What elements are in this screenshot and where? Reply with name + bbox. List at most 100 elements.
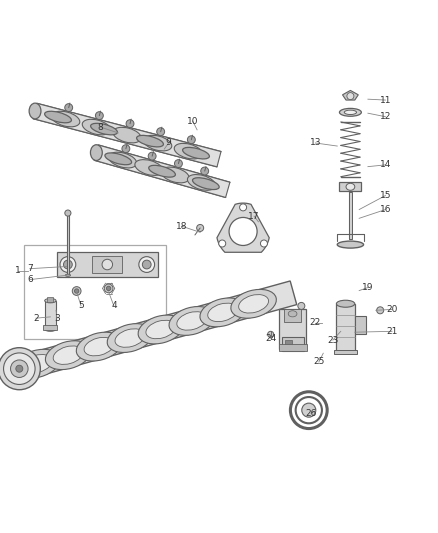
- Text: 4: 4: [111, 302, 117, 310]
- Circle shape: [0, 348, 40, 390]
- Text: 11: 11: [380, 95, 391, 104]
- Circle shape: [157, 128, 165, 135]
- Text: 7: 7: [27, 264, 33, 273]
- Bar: [279, 344, 307, 351]
- Circle shape: [4, 353, 35, 384]
- Ellipse shape: [52, 111, 80, 127]
- Circle shape: [11, 360, 28, 377]
- Ellipse shape: [113, 127, 141, 143]
- Circle shape: [64, 260, 72, 269]
- Ellipse shape: [84, 337, 114, 356]
- Bar: [57, 253, 158, 277]
- Bar: [45, 301, 56, 329]
- Text: 10: 10: [187, 117, 198, 126]
- Circle shape: [65, 210, 71, 216]
- Text: 26: 26: [305, 409, 317, 418]
- Ellipse shape: [45, 327, 56, 332]
- Bar: [282, 336, 304, 351]
- Circle shape: [60, 257, 76, 272]
- Ellipse shape: [14, 349, 60, 378]
- Bar: [349, 192, 352, 239]
- Circle shape: [197, 224, 204, 231]
- Text: 16: 16: [380, 205, 391, 214]
- Bar: [284, 310, 301, 322]
- Ellipse shape: [45, 111, 71, 123]
- Bar: [334, 350, 357, 354]
- Bar: [336, 304, 355, 352]
- Text: 15: 15: [380, 191, 391, 200]
- Text: 5: 5: [78, 302, 84, 310]
- Text: 25: 25: [313, 358, 325, 367]
- Circle shape: [95, 112, 103, 119]
- Text: 20: 20: [386, 305, 398, 314]
- Ellipse shape: [82, 119, 110, 135]
- Ellipse shape: [288, 311, 297, 317]
- Bar: [43, 325, 57, 330]
- Circle shape: [72, 287, 81, 295]
- Text: 1: 1: [14, 266, 21, 276]
- Ellipse shape: [29, 103, 41, 119]
- Circle shape: [106, 286, 111, 290]
- Bar: [279, 310, 306, 349]
- Polygon shape: [33, 103, 221, 167]
- Ellipse shape: [161, 167, 189, 183]
- Circle shape: [219, 240, 226, 247]
- Circle shape: [296, 397, 322, 423]
- Circle shape: [187, 136, 195, 144]
- Polygon shape: [217, 203, 269, 252]
- Circle shape: [102, 259, 113, 270]
- Text: 17: 17: [248, 212, 260, 221]
- Text: 6: 6: [27, 275, 33, 284]
- Ellipse shape: [174, 143, 202, 159]
- Ellipse shape: [137, 135, 163, 147]
- Ellipse shape: [46, 341, 91, 369]
- Circle shape: [104, 284, 113, 293]
- Ellipse shape: [200, 298, 245, 327]
- Ellipse shape: [149, 165, 175, 177]
- Polygon shape: [94, 145, 230, 197]
- Text: 23: 23: [327, 336, 339, 344]
- Circle shape: [261, 240, 268, 247]
- Ellipse shape: [138, 315, 184, 344]
- Ellipse shape: [183, 148, 209, 159]
- Ellipse shape: [193, 177, 219, 190]
- Ellipse shape: [344, 110, 357, 115]
- Ellipse shape: [53, 346, 83, 365]
- Text: 9: 9: [166, 139, 172, 148]
- Polygon shape: [343, 91, 358, 100]
- Text: 13: 13: [310, 139, 321, 148]
- Polygon shape: [6, 281, 297, 383]
- Circle shape: [65, 103, 73, 111]
- Circle shape: [139, 257, 155, 272]
- Ellipse shape: [187, 174, 215, 190]
- Ellipse shape: [76, 332, 122, 361]
- Circle shape: [201, 167, 208, 175]
- Ellipse shape: [91, 123, 117, 135]
- Circle shape: [377, 307, 384, 314]
- Circle shape: [240, 204, 247, 211]
- Ellipse shape: [337, 241, 364, 248]
- Circle shape: [174, 160, 182, 167]
- Circle shape: [148, 152, 156, 160]
- Text: 2: 2: [33, 314, 39, 322]
- Ellipse shape: [336, 300, 355, 307]
- Bar: [285, 340, 292, 347]
- Ellipse shape: [109, 152, 137, 168]
- Bar: [92, 256, 123, 273]
- Ellipse shape: [45, 298, 56, 303]
- Text: 12: 12: [380, 112, 391, 121]
- Ellipse shape: [115, 329, 145, 348]
- Ellipse shape: [177, 312, 207, 330]
- Text: 24: 24: [265, 334, 276, 343]
- Text: 21: 21: [386, 327, 398, 336]
- Circle shape: [347, 93, 354, 100]
- Circle shape: [302, 403, 316, 417]
- Ellipse shape: [146, 320, 176, 339]
- Ellipse shape: [208, 303, 238, 321]
- Text: 3: 3: [54, 314, 60, 322]
- Circle shape: [268, 332, 274, 337]
- Ellipse shape: [90, 145, 102, 160]
- Text: 8: 8: [98, 123, 104, 132]
- Circle shape: [122, 145, 130, 152]
- Ellipse shape: [107, 324, 153, 352]
